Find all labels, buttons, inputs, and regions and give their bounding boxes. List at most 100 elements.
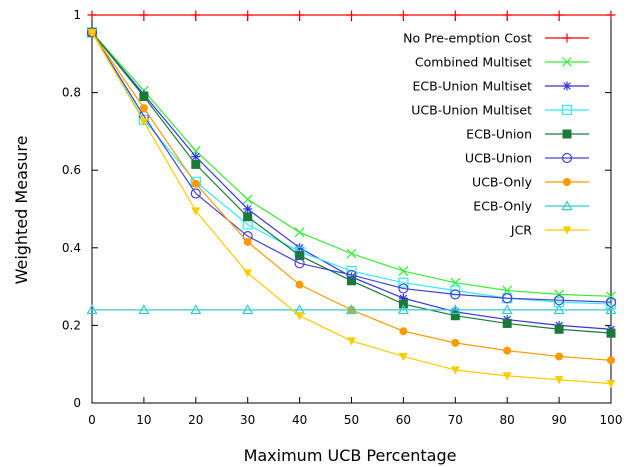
data-point [398,277,409,288]
data-point [138,304,150,315]
legend-marker [562,57,572,67]
legend-marker [563,178,571,186]
data-point [450,10,460,20]
data-point [450,285,461,296]
data-point [139,91,149,101]
data-point [347,10,356,20]
legend-item: UCB-Union Multiset [411,103,589,118]
data-point [398,293,408,303]
data-point [242,194,253,205]
data-point [346,269,357,281]
legend-label: ECB-Only [473,199,532,214]
legend-label: ECB-Union [466,127,532,142]
data-point [347,337,356,346]
data-point [295,243,305,253]
x-tick-label: 60 [396,413,411,427]
data-point [243,204,253,214]
series-jcr [87,28,616,389]
data-point [399,327,408,336]
legend-item: Combined Multiset [415,55,589,70]
legend-item: No Pre-emption Cost [403,31,589,46]
legend-label: UCB-Only [472,175,533,190]
data-point [398,266,409,277]
data-point [347,276,356,286]
legend: No Pre-emption Cost Combined Multiset ECB-… [403,31,589,238]
data-point [243,212,253,222]
data-point [450,366,460,375]
data-point [86,304,98,315]
series-combined-multiset [87,27,616,302]
data-point [398,283,409,294]
legend-marker [562,33,572,43]
data-point [87,10,97,20]
x-tick-label: 0 [88,413,96,427]
y-tick-label: 1 [73,8,81,22]
series-ecb-union [87,27,616,338]
data-point [191,152,201,162]
y-tick-label: 0.4 [62,241,81,255]
y-tick-label: 0 [73,396,81,410]
data-point [606,328,616,338]
legend-item: ECB-Union Multiset [413,79,589,94]
data-point [190,188,201,199]
x-tick-label: 100 [600,413,623,427]
data-point [190,304,202,315]
x-tick-label: 10 [136,413,151,427]
legend-label: UCB-Union Multiset [411,103,532,118]
x-tick-label: 30 [240,413,255,427]
series-ecb-union-multiset [87,27,616,334]
legend-marker [561,152,573,164]
data-point [449,304,461,315]
data-point [346,248,357,259]
data-point [502,10,512,20]
data-point [451,338,460,347]
data-point [191,179,200,188]
x-tick-label: 20 [188,413,203,427]
series-line [91,32,612,334]
data-point [554,376,564,385]
legend-label: ECB-Union Multiset [413,79,533,94]
data-point [139,118,149,127]
data-point [503,346,512,355]
y-tick-label: 0.8 [62,86,81,100]
data-point [502,372,512,381]
data-point [554,10,564,20]
data-point [605,297,617,308]
legend-marker [562,129,572,139]
legend-item: ECB-Union [466,127,589,142]
x-tick-label: 90 [551,413,566,427]
data-point [295,251,305,261]
x-tick-label: 40 [292,413,307,427]
data-point [450,311,460,321]
data-point [295,312,305,321]
data-point [243,269,253,278]
data-point [139,10,149,20]
x-tick-label: 80 [500,413,515,427]
series-line [91,32,612,305]
x-tick-label: 70 [448,413,463,427]
data-point [139,104,148,113]
data-point [191,207,201,216]
data-point [554,324,564,334]
data-point [295,10,305,20]
series-line [91,32,612,297]
series-no-pre-emption-cost [87,10,616,20]
series-ucb-union [86,27,617,308]
data-point [397,304,409,315]
legend-label: UCB-Union [465,151,532,166]
data-point [243,237,252,246]
data-point [398,352,408,361]
data-point [398,10,408,20]
data-point [555,352,564,361]
x-axis-ticks: 0 10 20 30 40 50 60 70 80 90 100 [88,15,622,427]
data-point [87,28,97,37]
series-ecb-only [86,304,617,315]
data-point [345,304,358,315]
legend-item: ECB-Only [473,199,589,214]
legend-item: JCR [510,223,589,238]
legend-marker [561,200,573,211]
series-line [91,32,612,385]
data-point [605,304,617,315]
legend-marker [562,226,572,235]
